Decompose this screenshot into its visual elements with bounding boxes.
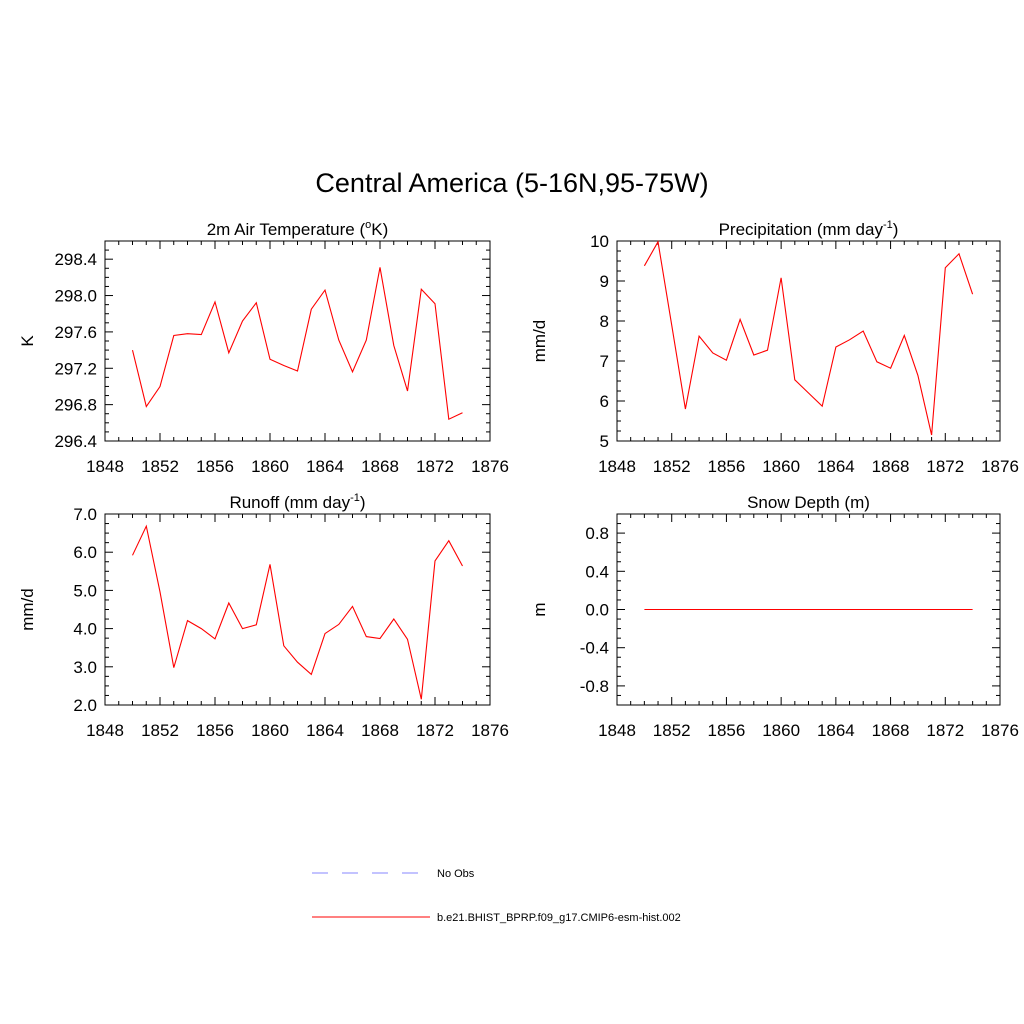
series-line: [132, 524, 463, 700]
panel-title-text: Runoff (mm day: [229, 493, 350, 512]
panel-title-superscript: -1: [350, 492, 360, 504]
figure-title: Central America (5-16N,95-75W): [315, 168, 709, 198]
x-tick-label: 1872: [926, 721, 964, 740]
x-tick-label: 1864: [306, 721, 344, 740]
panel-title-text: Snow Depth (m): [747, 493, 870, 512]
y-tick-label: 2.0: [73, 696, 97, 715]
panel-snow-depth: 1848 1852 1856 1860 1864 1868 1872 1876 -0.8 -0.4…: [530, 493, 1019, 740]
y-tick-label: 10: [590, 232, 609, 251]
panel-title-superscript: -1: [883, 219, 893, 231]
x-tick-label: 1848: [86, 721, 124, 740]
y-tick-label: 0.4: [585, 562, 609, 581]
panel-title-suffix: ): [893, 220, 899, 239]
y-tick-label: 5.0: [73, 581, 97, 600]
x-tick-label: 1860: [762, 457, 800, 476]
x-tick-label: 1848: [86, 457, 124, 476]
y-axis-label: K: [18, 335, 37, 347]
x-tick-label: 1856: [196, 721, 234, 740]
y-tick-label: 296.8: [54, 396, 97, 415]
y-tick-label: 6: [600, 392, 609, 411]
x-tick-label: 1848: [598, 457, 636, 476]
x-tick-label: 1852: [141, 721, 179, 740]
y-axis-label: mm/d: [18, 588, 37, 631]
y-axis-label: mm/d: [530, 320, 549, 363]
x-tick-label: 1860: [251, 457, 289, 476]
plot-frame: [104, 240, 491, 442]
x-tick-label: 1868: [361, 457, 399, 476]
y-tick-label: 5: [600, 432, 609, 451]
x-tick-label: 1856: [708, 721, 746, 740]
x-tick-label: 1876: [471, 457, 509, 476]
y-tick-label: 9: [600, 272, 609, 291]
x-tick-label: 1868: [872, 457, 910, 476]
x-tick-label: 1876: [471, 721, 509, 740]
x-tick-label: 1848: [598, 721, 636, 740]
panel-title: Runoff (mm day-1): [229, 492, 365, 512]
y-tick-label: 8: [600, 312, 609, 331]
x-tick-label: 1876: [981, 721, 1019, 740]
x-tick-label: 1864: [306, 457, 344, 476]
x-tick-label: 1860: [762, 721, 800, 740]
x-tick-label: 1868: [872, 721, 910, 740]
x-tick-label: 1872: [416, 721, 454, 740]
y-tick-label: 297.2: [54, 359, 97, 378]
x-tick-label: 1868: [361, 721, 399, 740]
y-tick-label: 0.0: [585, 601, 609, 620]
series-line: [131, 267, 463, 421]
panel-title-text: Precipitation (mm day: [719, 220, 884, 239]
y-tick-label: 0.8: [585, 524, 609, 543]
panel-title: Snow Depth (m): [747, 493, 870, 512]
x-tick-label: 1872: [926, 457, 964, 476]
panel-title: 2m Air Temperature (oK): [207, 219, 389, 239]
y-tick-label: 3.0: [73, 658, 97, 677]
y-tick-label: 7: [600, 352, 609, 371]
panel-title: Precipitation (mm day-1): [719, 219, 899, 239]
y-tick-label: 298.0: [54, 287, 97, 306]
panel-title-superscript: o: [365, 219, 371, 231]
panel-title-suffix: ): [360, 493, 366, 512]
x-tick-label: 1852: [653, 721, 691, 740]
x-tick-label: 1852: [141, 457, 179, 476]
y-tick-label: 7.0: [73, 505, 97, 524]
x-tick-label: 1856: [196, 457, 234, 476]
series-line: [643, 240, 974, 436]
panel-title-suffix: K): [371, 220, 388, 239]
x-tick-label: 1864: [817, 457, 855, 476]
y-tick-label: 296.4: [54, 432, 97, 451]
panel-title-text: 2m Air Temperature (: [207, 220, 366, 239]
y-tick-label: -0.8: [580, 677, 609, 696]
x-tick-label: 1856: [708, 457, 746, 476]
y-tick-label: 6.0: [73, 543, 97, 562]
y-tick-label: 298.4: [54, 250, 97, 269]
y-tick-label: 297.6: [54, 323, 97, 342]
panel-runoff: 1848 1852 1856 1860 1864 1868 1872 1876 2.0 3.0 4.…: [18, 492, 509, 740]
y-axis-label: m: [530, 602, 549, 616]
y-tick-label: 4.0: [73, 620, 97, 639]
x-tick-label: 1876: [981, 457, 1019, 476]
x-tick-label: 1852: [653, 457, 691, 476]
y-tick-label: -0.4: [580, 639, 609, 658]
panel-temperature: 1848 1852 1856 1860 1864 1868 1872 1876 296.4 296…: [18, 219, 509, 476]
x-tick-label: 1872: [416, 457, 454, 476]
panel-precipitation: 1848 1852 1856 1860 1864 1868 1872 1876 5 6 7 8 9 10 P…: [530, 219, 1019, 476]
x-tick-label: 1864: [817, 721, 855, 740]
x-tick-label: 1860: [251, 721, 289, 740]
